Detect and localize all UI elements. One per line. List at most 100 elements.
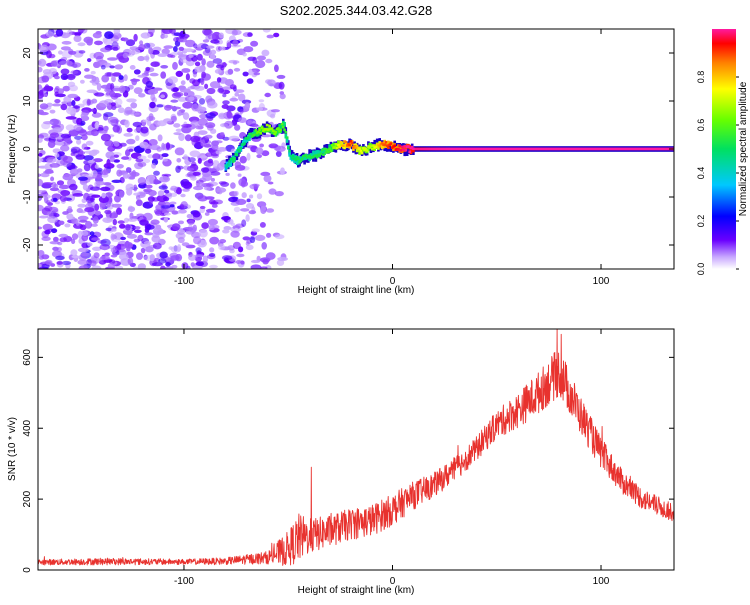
spectrogram-noise-blob	[38, 89, 44, 96]
spectrogram-noise-blob	[78, 29, 86, 32]
spectrogram-ridge-cell	[410, 145, 414, 149]
spectrogram-ridge-cell	[377, 143, 380, 147]
spectrogram-ridge-cell	[284, 131, 288, 134]
spectrogram-noise-blob	[56, 142, 65, 146]
spectrogram-noise-blob	[249, 236, 256, 243]
spectrogram-noise-blob	[228, 135, 240, 141]
spectrogram-noise-blob	[197, 118, 208, 126]
spectrogram-noise-blob	[256, 193, 263, 200]
spectrogram-noise-blob	[170, 52, 179, 56]
spectrogram-noise-blob	[260, 134, 272, 138]
spectrogram-noise-blob	[78, 130, 88, 136]
spectrogram-ridge-cell	[287, 146, 290, 150]
spectrogram-noise-blob	[219, 239, 227, 244]
spectrogram-ridge-cell	[369, 144, 373, 148]
spectrogram-noise-blob	[119, 142, 127, 147]
spectrogram-noise-blob	[189, 150, 201, 157]
spectrogram-noise-blob	[116, 207, 122, 215]
spectrogram-noise-blob	[160, 94, 166, 99]
spectrogram-noise-blob	[133, 33, 138, 42]
spectrogram-noise-blob	[186, 265, 191, 269]
spectrogram-noise-blob	[157, 53, 168, 57]
spectrogram-ridge-cell	[249, 132, 253, 136]
spectrogram-noise-blob	[154, 210, 163, 216]
spectrogram-noise-blob	[129, 65, 136, 70]
spectrogram-noise-blob	[209, 53, 216, 60]
spectrogram-noise-blob	[182, 112, 190, 120]
spectrogram-noise-blob	[109, 90, 116, 98]
spectrogram-ridge-cell	[264, 128, 268, 131]
spectrogram-ridge-cell	[340, 144, 344, 147]
spectrogram-noise-blob	[111, 179, 122, 183]
spectrogram-noise-blob	[267, 181, 274, 185]
spectrogram-noise-blob	[125, 167, 132, 173]
spectrogram-noise-blob	[234, 92, 240, 97]
spectrogram-ridge-cell	[310, 156, 314, 159]
spectrogram-noise-blob	[123, 110, 131, 116]
spectrogram-noise-blob	[81, 243, 87, 249]
spectrogram-ridge-cell	[651, 148, 654, 150]
spectrogram-noise-blob	[176, 244, 182, 252]
snr-y-tick-label: 200	[22, 490, 33, 507]
spectrogram-noise-blob	[209, 264, 218, 269]
spectrogram-noise-blob	[63, 96, 72, 103]
spectrogram-ridge-cell	[225, 166, 229, 169]
spectrogram-noise-blob	[110, 254, 118, 258]
spectrogram-noise-blob	[129, 46, 139, 51]
spectrogram-noise-blob	[230, 230, 240, 238]
spectrogram-noise-blob	[44, 169, 54, 174]
spectrogram-ridge-cell	[283, 128, 286, 132]
spectrogram-noise-blob	[218, 32, 224, 39]
snr-y-label: SNR (10 * v/v)	[7, 417, 18, 481]
spectrogram-y-tick-label: 0	[22, 146, 33, 152]
spectrogram-ridge-cell	[247, 136, 250, 139]
spectrogram-noise-blob	[110, 102, 116, 107]
spectrogram-noise-blob	[101, 192, 106, 199]
spectrogram-noise-blob	[40, 172, 50, 178]
spectrogram-noise-blob	[170, 106, 182, 110]
spectrogram-noise-blob	[145, 80, 153, 88]
spectrogram-noise-blob	[55, 29, 64, 37]
spectrogram-noise-blob	[274, 191, 284, 197]
spectrogram-ridge-cell	[653, 148, 657, 150]
spectrogram-ridge-cell	[327, 150, 330, 154]
spectrogram-ridge-cell	[348, 143, 351, 147]
spectrogram-noise-blob	[58, 50, 63, 55]
spectrogram-noise-blob	[113, 29, 121, 35]
spectrogram-noise-blob	[249, 183, 259, 190]
spectrogram-noise-blob	[256, 55, 266, 61]
spectrogram-noise-blob	[157, 190, 165, 197]
spectrogram-ridge-cell	[641, 148, 644, 150]
spectrogram-noise-blob	[111, 75, 116, 83]
spectrogram-ridge-cell	[358, 150, 361, 155]
spectrogram-noise-blob	[87, 242, 93, 247]
spectrogram-noise-blob	[176, 187, 182, 195]
spectrogram-noise-blob	[70, 146, 81, 153]
spectrogram-noise-blob	[156, 104, 164, 108]
spectrogram-noise-blob	[194, 66, 206, 73]
spectrogram-ridge-cell	[315, 150, 319, 155]
spectrogram-noise-blob	[38, 215, 49, 219]
spectrogram-noise-blob	[114, 246, 122, 251]
spectrogram-noise-blob	[214, 69, 222, 74]
spectrogram-noise-blob	[111, 211, 117, 219]
spectrogram-noise-blob	[70, 249, 78, 257]
spectrogram-noise-blob	[163, 45, 174, 49]
spectrogram-noise-blob	[205, 95, 213, 103]
spectrogram-ridge-cell	[333, 146, 336, 149]
spectrogram-noise-blob	[133, 184, 138, 192]
spectrogram-ridge-cell	[285, 138, 289, 143]
colorbar-tick-label: 0.0	[696, 263, 706, 276]
spectrogram-noise-blob	[222, 93, 227, 98]
spectrogram-noise-blob	[225, 172, 230, 176]
snr-x-tick-label: 0	[390, 576, 396, 587]
spectrogram-noise-blob	[184, 39, 196, 48]
spectrogram-noise-blob	[207, 218, 218, 226]
spectrogram-noise-blob	[188, 157, 196, 163]
spectrogram-noise-blob	[123, 74, 128, 82]
spectrogram-ridge-cell	[385, 144, 389, 147]
spectrogram-noise-blob	[266, 232, 272, 238]
spectrogram-x-label: Height of straight line (km)	[298, 285, 415, 296]
spectrogram-noise-blob	[112, 87, 123, 92]
spectrogram-noise-blob	[220, 181, 230, 187]
